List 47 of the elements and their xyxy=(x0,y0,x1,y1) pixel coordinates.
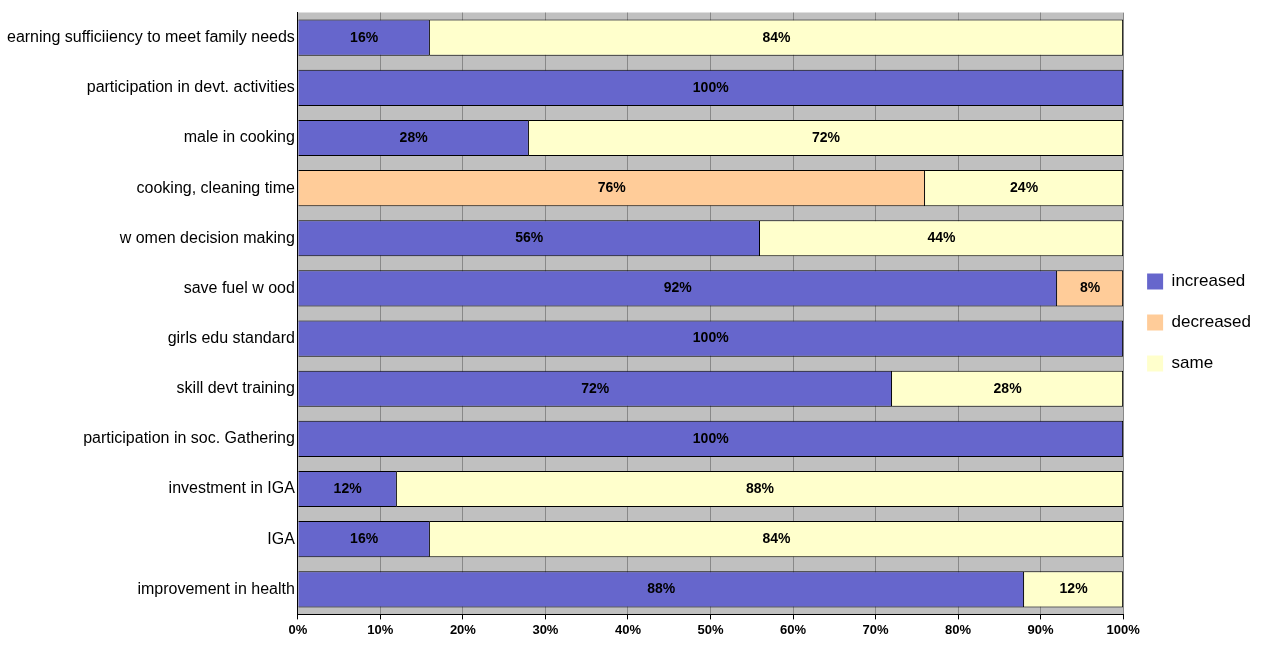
y-tick-label: earning sufficiiency to meet family needs xyxy=(6,28,295,46)
data-label: 88% xyxy=(647,580,676,597)
data-label: 72% xyxy=(812,128,841,145)
data-label: 12% xyxy=(1059,580,1089,597)
y-tick-label: participation in devt. activities xyxy=(86,78,295,96)
x-tick-label: 60% xyxy=(779,621,807,637)
y-tick-label: male in cooking xyxy=(183,128,295,146)
data-label: 56% xyxy=(515,229,544,246)
y-tick-label: w omen decision making xyxy=(118,228,295,246)
data-label: 44% xyxy=(927,229,957,246)
y-tick-label: participation in soc. Gathering xyxy=(83,429,295,447)
data-label: 12% xyxy=(333,479,363,496)
x-tick-label: 50% xyxy=(697,621,724,637)
y-tick-label: save fuel w ood xyxy=(183,278,295,296)
data-label: 84% xyxy=(762,28,792,45)
x-tick-label: 20% xyxy=(449,621,477,637)
legend-label: increased xyxy=(1171,271,1246,291)
x-tick-label: 30% xyxy=(532,621,559,637)
data-label: 100% xyxy=(692,429,730,446)
x-tick-label: 70% xyxy=(862,621,889,637)
data-label: 76% xyxy=(597,178,627,195)
data-label: 28% xyxy=(399,128,429,145)
y-tick-label: IGA xyxy=(267,529,296,547)
x-tick-label: 80% xyxy=(945,621,972,637)
y-tick-label: girls edu standard xyxy=(167,328,295,346)
data-label: 28% xyxy=(993,379,1023,396)
y-tick-label: investment in IGA xyxy=(168,479,296,497)
legend-label: decreased xyxy=(1171,312,1251,332)
data-label: 88% xyxy=(745,479,775,496)
x-tick-label: 10% xyxy=(367,621,394,637)
y-tick-label: skill devt training xyxy=(176,379,295,397)
x-tick-label: 90% xyxy=(1027,621,1055,637)
data-label: 8% xyxy=(1079,279,1101,296)
data-label: 16% xyxy=(350,530,379,547)
y-tick-label: improvement in health xyxy=(137,579,295,597)
data-label: 100% xyxy=(692,329,730,346)
x-tick-label: 40% xyxy=(614,621,642,637)
data-label: 72% xyxy=(581,379,610,396)
x-tick-label: 0% xyxy=(288,621,308,637)
data-label: 92% xyxy=(663,279,693,296)
legend-label: same xyxy=(1171,353,1214,373)
y-tick-label: cooking, cleaning time xyxy=(136,178,295,196)
x-tick-label: 100% xyxy=(1106,621,1141,637)
data-label: 84% xyxy=(762,530,792,547)
data-label: 24% xyxy=(1010,178,1039,195)
data-label: 100% xyxy=(692,78,730,95)
data-label: 16% xyxy=(350,28,379,45)
